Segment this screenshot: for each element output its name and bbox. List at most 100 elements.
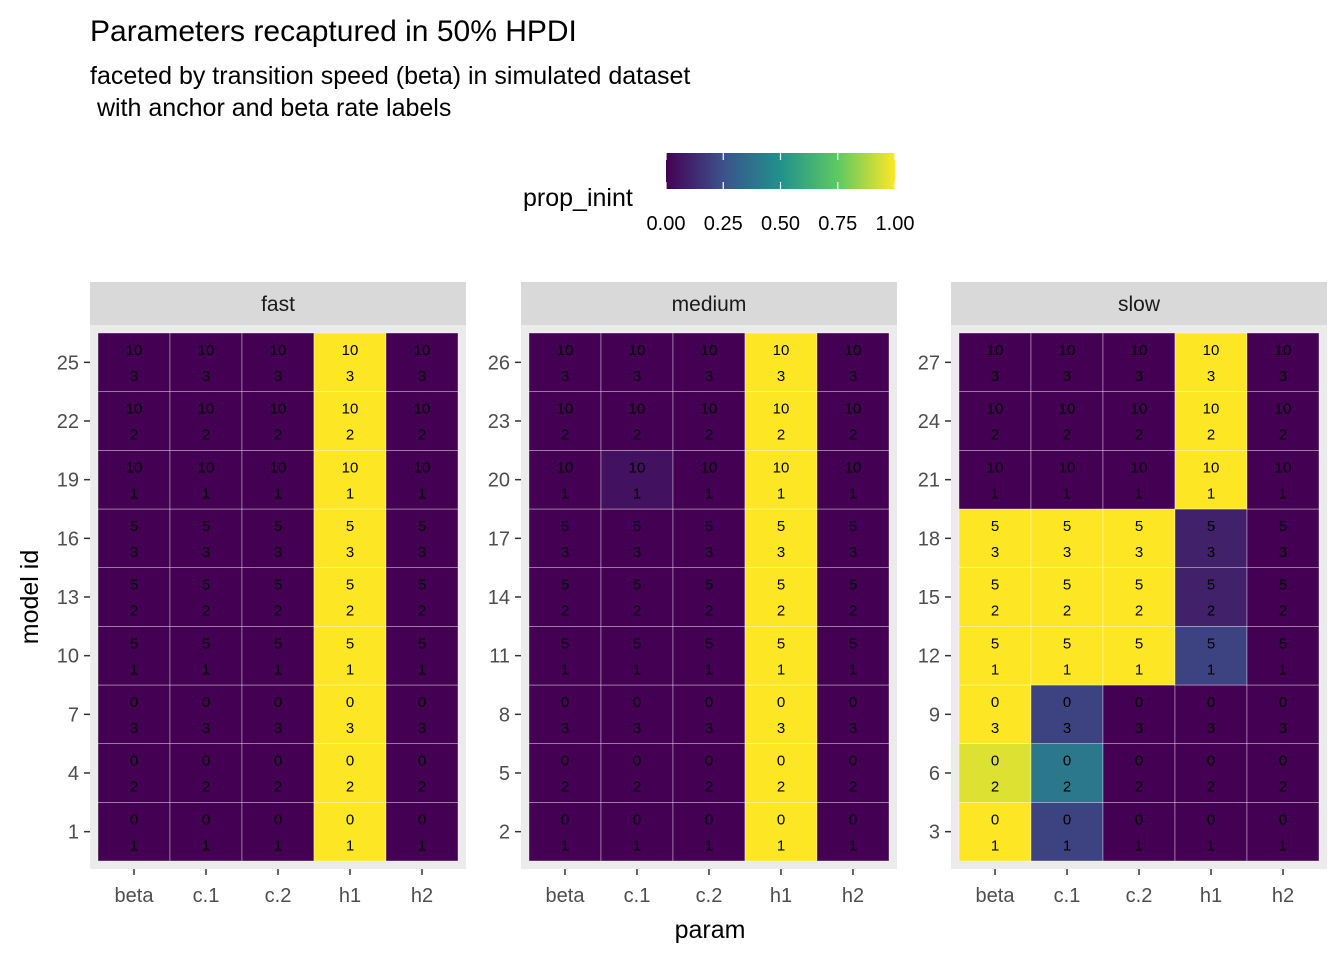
cell-beta-rate-label: 3 (705, 544, 713, 561)
cell-beta-rate-label: 1 (705, 837, 713, 854)
cell-beta-rate-label: 1 (346, 837, 354, 854)
cell-beta-rate-label: 2 (130, 427, 138, 444)
y-tick-label: 22 (57, 411, 79, 433)
x-tick-label: c.1 (193, 885, 220, 907)
cell-beta-rate-label: 1 (705, 661, 713, 678)
y-tick-label: 17 (488, 528, 510, 550)
cell-beta-rate-label: 3 (633, 720, 641, 737)
cell-beta-rate-label: 3 (849, 544, 857, 561)
cell-beta-rate-label: 3 (561, 544, 569, 561)
heatmap-cell (1246, 508, 1320, 568)
cell-anchor-label: 10 (270, 401, 287, 418)
x-tick-label: c.1 (1054, 885, 1081, 907)
cell-anchor-label: 10 (1203, 459, 1220, 476)
cell-beta-rate-label: 1 (1063, 837, 1071, 854)
cell-beta-rate-label: 2 (561, 779, 569, 796)
heatmap-cell (816, 626, 890, 686)
cell-anchor-label: 10 (845, 459, 862, 476)
heatmap-cell (1246, 391, 1320, 451)
heatmap-cell (958, 626, 1032, 686)
cell-beta-rate-label: 3 (130, 368, 138, 385)
heatmap-cell (313, 391, 387, 451)
cell-beta-rate-label: 2 (777, 427, 785, 444)
cell-anchor-label: 0 (705, 694, 713, 711)
heatmap-cell (672, 567, 746, 627)
cell-anchor-label: 5 (346, 635, 354, 652)
cell-beta-rate-label: 3 (130, 720, 138, 737)
cell-anchor-label: 0 (1207, 753, 1215, 770)
heatmap-cell (528, 567, 602, 627)
cell-anchor-label: 0 (1135, 811, 1143, 828)
heatmap-cell (1174, 508, 1248, 568)
cell-beta-rate-label: 2 (1135, 427, 1143, 444)
cell-anchor-label: 0 (346, 753, 354, 770)
legend-title: prop_inint (523, 184, 633, 212)
x-tick-label: h1 (1200, 885, 1222, 907)
cell-beta-rate-label: 1 (633, 837, 641, 854)
heatmap-cell (528, 391, 602, 451)
cell-beta-rate-label: 1 (274, 837, 282, 854)
cell-beta-rate-label: 1 (130, 661, 138, 678)
cell-anchor-label: 5 (418, 635, 426, 652)
cell-anchor-label: 5 (1063, 635, 1071, 652)
facet-strip-label: fast (261, 293, 295, 316)
cell-anchor-label: 10 (701, 459, 718, 476)
y-tick-label: 11 (489, 646, 510, 668)
heatmap-cell (241, 450, 315, 510)
cell-anchor-label: 10 (1131, 459, 1148, 476)
cell-beta-rate-label: 2 (1063, 779, 1071, 796)
cell-beta-rate-label: 1 (1135, 661, 1143, 678)
cell-anchor-label: 0 (991, 753, 999, 770)
x-axis-title: param (675, 916, 746, 944)
heatmap-cell (1174, 332, 1248, 392)
y-tick-label: 26 (488, 352, 510, 374)
cell-beta-rate-label: 1 (991, 485, 999, 502)
cell-anchor-label: 0 (1135, 694, 1143, 711)
cell-anchor-label: 10 (629, 459, 646, 476)
cell-beta-rate-label: 3 (1207, 368, 1215, 385)
cell-beta-rate-label: 3 (561, 720, 569, 737)
cell-beta-rate-label: 3 (849, 368, 857, 385)
cell-beta-rate-label: 3 (346, 544, 354, 561)
y-tick-label: 10 (57, 646, 79, 668)
heatmap-cell (385, 684, 459, 744)
heatmap-cell (1030, 626, 1104, 686)
heatmap-cell (744, 391, 818, 451)
cell-anchor-label: 10 (198, 401, 215, 418)
cell-beta-rate-label: 2 (130, 603, 138, 620)
cell-anchor-label: 5 (1135, 518, 1143, 535)
cell-anchor-label: 5 (991, 577, 999, 594)
heatmap-cell (744, 567, 818, 627)
cell-beta-rate-label: 1 (561, 837, 569, 854)
cell-beta-rate-label: 1 (418, 661, 426, 678)
cell-anchor-label: 5 (274, 577, 282, 594)
heatmap-cell (816, 450, 890, 510)
cell-beta-rate-label: 3 (130, 544, 138, 561)
cell-beta-rate-label: 2 (849, 603, 857, 620)
cell-anchor-label: 5 (1279, 518, 1287, 535)
cell-beta-rate-label: 3 (202, 368, 210, 385)
heatmap-cell (97, 391, 171, 451)
x-tick-label: h2 (1272, 885, 1294, 907)
cell-beta-rate-label: 3 (1063, 544, 1071, 561)
cell-anchor-label: 10 (773, 342, 790, 359)
cell-anchor-label: 5 (418, 577, 426, 594)
cell-anchor-label: 10 (1275, 401, 1292, 418)
cell-beta-rate-label: 2 (346, 427, 354, 444)
cell-beta-rate-label: 3 (1207, 544, 1215, 561)
cell-beta-rate-label: 2 (705, 779, 713, 796)
heatmap-cell (528, 743, 602, 803)
heatmap-cell (816, 743, 890, 803)
cell-anchor-label: 0 (777, 694, 785, 711)
heatmap-cell (1174, 450, 1248, 510)
cell-anchor-label: 0 (777, 811, 785, 828)
cell-beta-rate-label: 3 (1063, 720, 1071, 737)
cell-anchor-label: 10 (342, 459, 359, 476)
cell-anchor-label: 0 (1063, 694, 1071, 711)
heatmap-cell (1174, 802, 1248, 862)
heatmap-cell (528, 332, 602, 392)
heatmap-cell (1102, 626, 1176, 686)
heatmap-cell (313, 743, 387, 803)
cell-anchor-label: 10 (1275, 459, 1292, 476)
legend-tick-label: 0.00 (647, 213, 686, 235)
